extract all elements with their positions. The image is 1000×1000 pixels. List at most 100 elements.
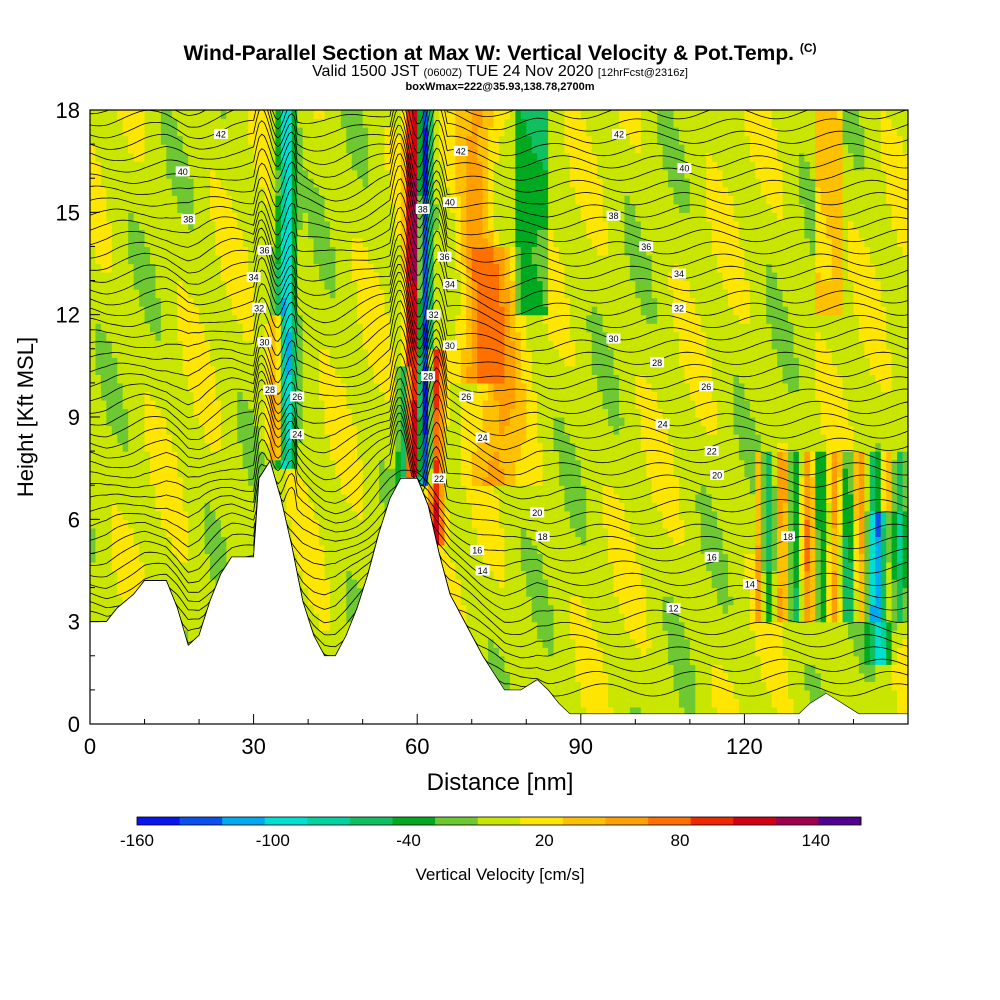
field-cell — [177, 220, 184, 230]
field-cell — [133, 110, 140, 120]
field-cell — [379, 442, 386, 452]
field-cell — [204, 169, 211, 179]
field-cell — [362, 186, 369, 196]
field-cell — [155, 263, 162, 273]
field-cell — [199, 186, 206, 196]
field-cell — [182, 289, 189, 299]
field-cell — [291, 536, 298, 546]
field-cell — [106, 459, 113, 469]
field-cell — [400, 254, 407, 265]
field-cell — [357, 178, 364, 188]
field-cell — [242, 237, 249, 248]
field-cell — [117, 365, 124, 375]
field-cell — [449, 417, 456, 427]
field-cell — [297, 570, 304, 580]
field-cell — [253, 314, 260, 324]
field-cell — [128, 135, 135, 145]
field-cell — [111, 246, 118, 256]
field-cell — [171, 272, 178, 282]
field-cell — [308, 468, 315, 478]
field-cell — [455, 399, 462, 410]
field-cell — [319, 254, 326, 265]
field-cell — [444, 357, 451, 367]
field-cell — [455, 110, 462, 120]
field-cell — [280, 348, 287, 358]
field-cell — [149, 519, 157, 529]
field-cell — [199, 510, 206, 520]
field-cell — [280, 485, 287, 495]
field-cell — [351, 493, 358, 503]
field-cell — [215, 391, 222, 401]
field-cell — [128, 536, 135, 546]
field-cell — [406, 399, 413, 410]
field-cell — [384, 365, 391, 375]
field-cell — [188, 485, 195, 495]
field-cell — [139, 289, 146, 299]
field-cell — [90, 459, 97, 469]
field-cell — [275, 306, 282, 316]
field-cell — [128, 229, 135, 239]
field-cell — [368, 135, 375, 145]
field-cell — [455, 553, 462, 563]
field-cell — [231, 468, 238, 478]
field-cell — [384, 118, 391, 128]
field-cell — [160, 254, 167, 265]
field-cell — [417, 382, 424, 393]
field-cell — [455, 118, 462, 128]
field-cell — [297, 127, 304, 137]
field-cell — [237, 246, 244, 256]
field-cell — [166, 272, 173, 282]
field-cell — [313, 340, 320, 350]
field-cell — [117, 587, 124, 597]
field-cell — [128, 246, 135, 256]
field-cell — [199, 374, 206, 384]
field-cell — [286, 263, 293, 273]
field-cell — [319, 527, 326, 537]
field-cell — [177, 485, 184, 495]
field-cell — [209, 434, 217, 444]
field-cell — [160, 493, 167, 503]
field-cell — [340, 254, 347, 265]
field-cell — [362, 306, 369, 316]
field-cell — [90, 331, 97, 341]
field-cell — [226, 408, 233, 418]
field-cell — [335, 527, 342, 537]
field-cell — [368, 357, 375, 367]
field-cell — [368, 527, 375, 537]
field-cell — [182, 297, 189, 307]
field-cell — [428, 220, 435, 230]
field-cell — [460, 280, 467, 290]
field-cell — [439, 280, 446, 290]
field-cell — [166, 561, 173, 572]
field-cell — [384, 425, 391, 435]
field-cell — [182, 263, 189, 273]
field-cell — [335, 451, 342, 461]
field-cell — [242, 306, 249, 316]
field-cell — [351, 485, 358, 495]
field-cell — [204, 527, 211, 537]
field-cell — [269, 425, 277, 435]
field-cell — [106, 323, 113, 333]
field-cell — [297, 476, 304, 486]
field-cell — [362, 459, 369, 469]
field-cell — [269, 306, 277, 316]
field-cell — [182, 399, 189, 410]
field-cell — [411, 212, 418, 222]
field-cell — [439, 417, 446, 427]
field-cell — [275, 169, 282, 179]
field-cell — [428, 348, 435, 358]
field-cell — [340, 203, 347, 213]
field-cell — [417, 220, 424, 230]
field-cell — [237, 434, 244, 444]
field-cell — [215, 502, 222, 512]
field-cell — [122, 246, 129, 256]
field-cell — [144, 127, 151, 137]
field-cell — [346, 544, 353, 555]
field-cell — [171, 561, 178, 572]
field-cell — [237, 161, 244, 171]
field-cell — [231, 348, 238, 358]
field-cell — [286, 135, 293, 145]
field-cell — [177, 272, 184, 282]
field-cell — [357, 229, 364, 239]
field-cell — [128, 314, 135, 324]
